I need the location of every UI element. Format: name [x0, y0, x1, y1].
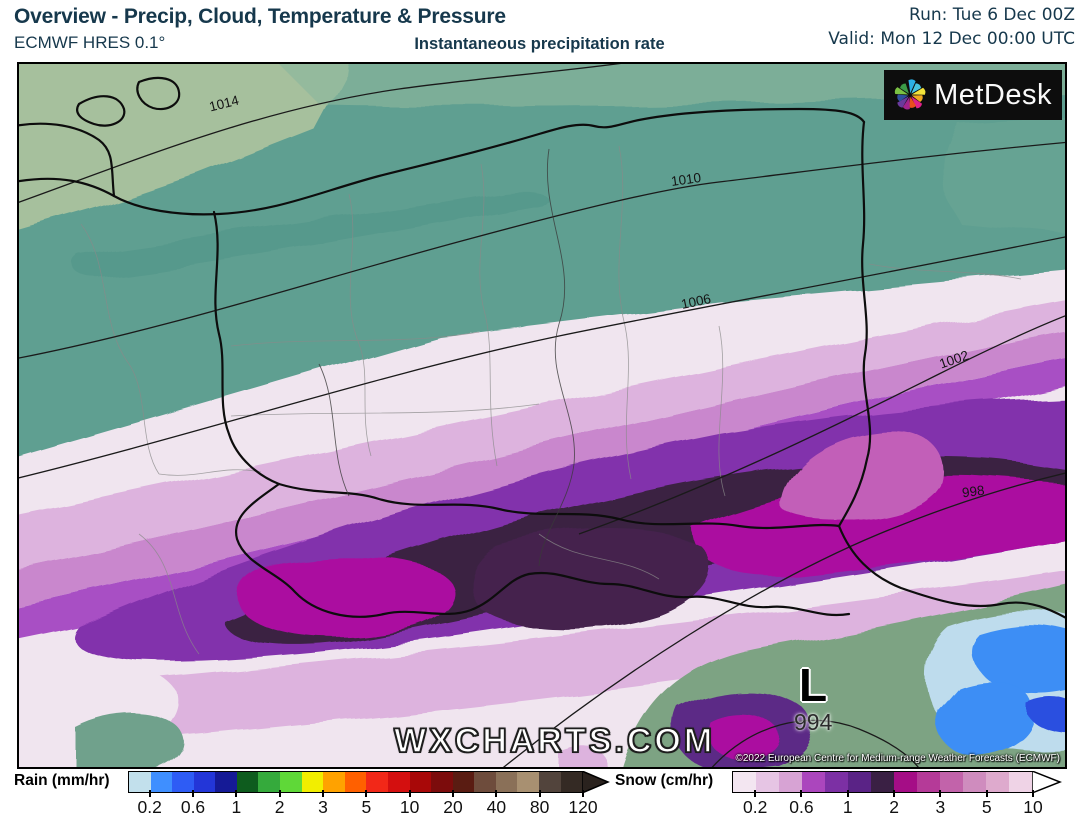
scale-tick-label: 40: [486, 797, 507, 817]
isobar-label-998: 998: [961, 482, 986, 501]
scale-segment: [193, 772, 216, 792]
scale-segment: [756, 772, 779, 792]
scale-segment: [779, 772, 802, 792]
scale-segment: [387, 772, 410, 792]
scale-segment: [431, 772, 453, 792]
rain-legend-label: Rain (mm/hr): [14, 772, 110, 789]
scale-tick-label: 0.2: [137, 797, 162, 817]
scale-segment: [323, 772, 345, 792]
scale-segment: [538, 772, 561, 792]
map-graphic: [19, 64, 1065, 767]
scale-tick-mark: [893, 790, 896, 797]
scale-tick-mark: [235, 790, 238, 797]
scale-tick-mark: [985, 790, 988, 797]
scale-segment: [560, 772, 583, 792]
scale-tick-mark: [939, 790, 942, 797]
scale-tick-mark: [278, 790, 281, 797]
scale-segment: [940, 772, 963, 792]
snow-scale-arrow: [1032, 771, 1062, 793]
snow-legend-label: Snow (cm/hr): [615, 772, 714, 789]
scale-tick-mark: [495, 790, 498, 797]
scale-tick-label: 80: [529, 797, 550, 817]
scale-segment: [871, 772, 894, 792]
scale-segment: [917, 772, 940, 792]
scale-segment: [963, 772, 986, 792]
rivers: [318, 148, 575, 567]
scale-tick-mark: [192, 790, 194, 797]
watermark: WXCHARTS.COM: [393, 721, 716, 761]
scale-tick-mark: [538, 790, 541, 797]
scale-segment: [344, 772, 367, 792]
metdesk-logo-text: MetDesk: [934, 78, 1052, 111]
scale-segment: [129, 772, 151, 792]
scale-tick-mark: [148, 790, 151, 797]
scale-segment: [301, 772, 324, 792]
scale-segment: [894, 772, 917, 792]
rain-color-scale: [128, 771, 583, 793]
low-pressure-symbol: L: [799, 659, 828, 711]
scale-segment: [215, 772, 237, 792]
metdesk-pinwheel-icon: [894, 79, 926, 110]
scale-segment: [495, 772, 518, 792]
page-title: Overview - Precip, Cloud, Temperature & …: [14, 5, 506, 28]
scale-segment: [409, 772, 432, 792]
model-label: ECMWF HRES 0.1°: [14, 33, 166, 52]
valid-time-label: Valid: Mon 12 Dec 00:00 UTC: [828, 29, 1075, 49]
scale-segment: [258, 772, 281, 792]
parameter-label: Instantaneous precipitation rate: [414, 35, 665, 53]
scale-segment: [236, 772, 259, 792]
low-pressure-value: 994: [794, 709, 833, 735]
scale-tick-label: 0.2: [742, 797, 768, 817]
scale-tick-label: 1: [842, 797, 853, 817]
scale-segment: [172, 772, 194, 792]
admin-borders: [80, 145, 1022, 655]
scale-tick-mark: [800, 790, 803, 797]
scale-tick-mark: [582, 790, 584, 797]
scale-tick-mark: [322, 790, 324, 797]
scale-tick-mark: [1032, 790, 1034, 797]
scale-segment: [517, 772, 539, 792]
scale-tick-mark: [408, 790, 411, 797]
snow-color-scale: [732, 771, 1033, 793]
isobars: [19, 64, 1065, 767]
scale-tick-label: 5: [361, 797, 372, 817]
scale-tick-label: 0.6: [789, 797, 814, 817]
country-borders: [19, 76, 1065, 619]
scale-segment: [452, 772, 475, 792]
scale-segment: [280, 772, 302, 792]
scale-tick-mark: [452, 790, 454, 797]
scale-tick-label: 2: [889, 797, 899, 817]
scale-tick-label: 10: [1023, 797, 1043, 817]
scale-tick-label: 2: [274, 797, 285, 817]
scale-segment: [802, 772, 825, 792]
scale-tick-mark: [365, 790, 368, 797]
scale-tick-label: 10: [399, 797, 420, 817]
rain-scale-arrow: [582, 771, 610, 793]
scale-tick-label: 0.6: [180, 797, 206, 817]
scale-tick-label: 3: [318, 797, 328, 817]
scale-segment: [474, 772, 496, 792]
scale-segment: [1009, 772, 1032, 792]
weather-map: 1014 1010 1006 1002 998 L 994 WXCHARTS.C…: [17, 62, 1067, 769]
metdesk-logo: MetDesk: [884, 70, 1062, 120]
scale-segment: [825, 772, 848, 792]
scale-tick-label: 5: [981, 797, 992, 817]
scale-tick-label: 20: [443, 797, 463, 817]
scale-segment: [986, 772, 1009, 792]
scale-tick-label: 1: [231, 797, 242, 817]
run-time-label: Run: Tue 6 Dec 00Z: [909, 5, 1075, 25]
scale-tick-mark: [754, 790, 757, 797]
scale-segment: [733, 772, 756, 792]
precip-bands: [19, 64, 1065, 767]
scale-tick-label: 3: [935, 797, 946, 817]
scale-segment: [150, 772, 173, 792]
scale-segment: [366, 772, 388, 792]
scale-segment: [848, 772, 871, 792]
copyright-text: ©2022 European Centre for Medium-range W…: [735, 753, 1060, 764]
scale-tick-label: 120: [568, 797, 598, 817]
scale-tick-mark: [846, 790, 849, 797]
